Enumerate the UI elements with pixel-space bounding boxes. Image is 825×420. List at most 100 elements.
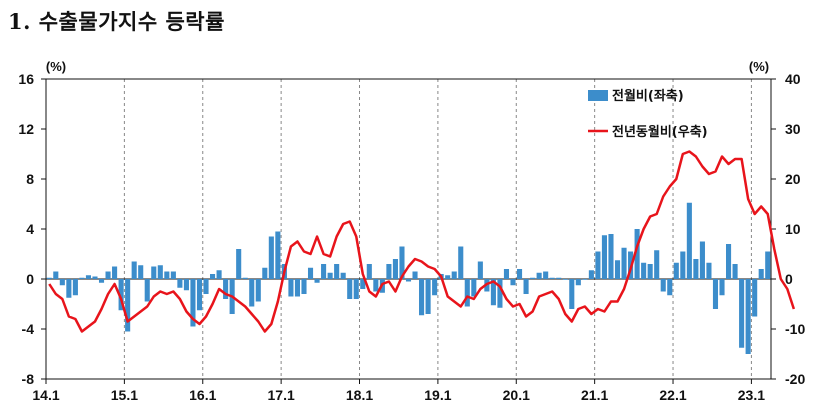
bar <box>530 277 536 279</box>
bar <box>641 262 647 279</box>
bar <box>327 272 333 279</box>
bar <box>745 279 751 354</box>
bar <box>92 276 98 279</box>
bar <box>503 269 510 279</box>
bar <box>732 264 738 279</box>
bar <box>752 279 758 317</box>
bar <box>399 246 405 279</box>
bar <box>314 279 320 283</box>
bar <box>72 279 78 296</box>
tick-labels: 14.1 15.1 16.1 17.1 18.1 19.1 20.1 21.1 22.1 23.1… <box>18 59 805 403</box>
bar <box>686 202 692 279</box>
bar <box>595 251 601 279</box>
bar <box>497 279 503 308</box>
bar <box>334 264 340 279</box>
gridlines <box>123 79 752 379</box>
x-tick-label: 18.1 <box>346 387 373 403</box>
right-tick-label: 10 <box>785 221 801 237</box>
right-tick-label: 40 <box>785 71 801 87</box>
x-tick-label: 21.1 <box>581 387 608 403</box>
bar <box>223 279 229 299</box>
bar <box>144 279 150 302</box>
bar <box>673 262 679 279</box>
bar <box>758 269 764 279</box>
bar <box>654 250 660 279</box>
bar <box>340 272 346 279</box>
bar <box>307 267 314 279</box>
bar <box>46 277 52 279</box>
bar <box>425 279 431 314</box>
bar <box>203 279 209 294</box>
bar <box>432 279 438 296</box>
bar <box>451 271 457 279</box>
bar <box>601 235 607 279</box>
bar <box>79 277 85 279</box>
legend-bar-swatch <box>588 90 608 101</box>
bar <box>523 279 529 294</box>
bar <box>445 275 451 279</box>
plot-frame <box>45 78 772 380</box>
bar <box>725 244 732 279</box>
bar <box>118 279 124 311</box>
bar <box>262 267 268 279</box>
bar <box>255 279 261 302</box>
bar <box>386 264 392 279</box>
bar <box>549 277 555 279</box>
bar <box>170 271 176 279</box>
bar <box>236 249 242 279</box>
bar <box>699 241 705 279</box>
bar <box>582 279 588 280</box>
bar <box>301 279 307 294</box>
bar <box>575 279 581 286</box>
bar <box>464 279 470 307</box>
left-tick-label: 16 <box>18 71 34 87</box>
left-tick-label: 4 <box>26 221 34 237</box>
bar <box>471 279 477 297</box>
bar <box>288 279 294 297</box>
bar <box>634 229 640 279</box>
bar <box>366 264 372 279</box>
bar <box>765 251 771 279</box>
legend-bar-label: 전월비(좌축) <box>612 88 684 104</box>
right-tick-label: -20 <box>785 371 805 387</box>
bar <box>321 264 327 279</box>
bar <box>621 247 627 279</box>
bar <box>275 231 281 279</box>
bar <box>210 274 216 279</box>
bar <box>216 270 222 279</box>
bar <box>157 265 163 279</box>
line-series-path <box>48 150 796 333</box>
bar <box>268 236 274 279</box>
x-tick-label: 19.1 <box>424 387 451 403</box>
left-axis-unit: (%) <box>46 59 66 74</box>
bar <box>125 279 131 332</box>
bar <box>608 234 614 279</box>
bar <box>360 279 366 289</box>
bar <box>347 279 353 299</box>
bar <box>660 279 666 292</box>
bar <box>177 279 183 288</box>
bar <box>66 279 72 298</box>
x-tick-label: 20.1 <box>503 387 530 403</box>
left-tick-label: 12 <box>18 121 34 137</box>
right-tick-label: 0 <box>785 271 793 287</box>
bar <box>536 272 542 279</box>
bar <box>353 279 359 299</box>
bar <box>588 270 594 279</box>
bar <box>556 277 562 279</box>
left-tick-label: -4 <box>22 321 35 337</box>
bar <box>183 279 189 291</box>
right-tick-label: 30 <box>785 121 801 137</box>
bar <box>614 260 621 279</box>
bar <box>112 266 118 279</box>
right-axis-unit: (%) <box>749 59 769 74</box>
bar <box>98 279 105 283</box>
right-tick-label: -10 <box>785 321 805 337</box>
bar <box>294 279 301 297</box>
bar <box>569 279 575 309</box>
bar <box>458 246 464 279</box>
bar <box>562 279 568 280</box>
x-tick-label: 22.1 <box>659 387 686 403</box>
bar <box>59 279 65 286</box>
bar-series <box>46 202 771 354</box>
